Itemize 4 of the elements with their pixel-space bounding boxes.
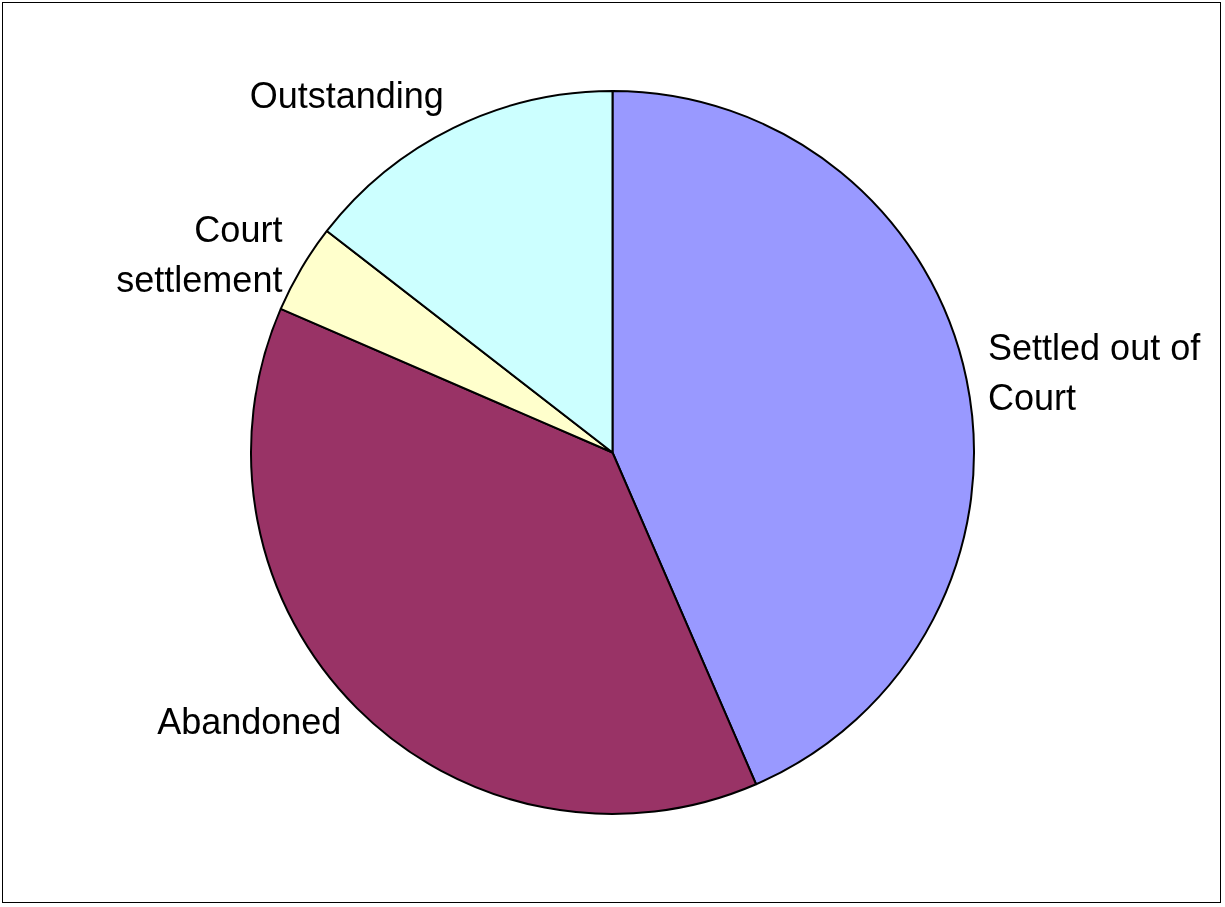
slice-label: Court settlement (116, 209, 283, 301)
slice-label: Abandoned (157, 700, 342, 742)
slice-label: Outstanding (249, 75, 444, 117)
slice-label: Settled out of Court (988, 326, 1202, 418)
